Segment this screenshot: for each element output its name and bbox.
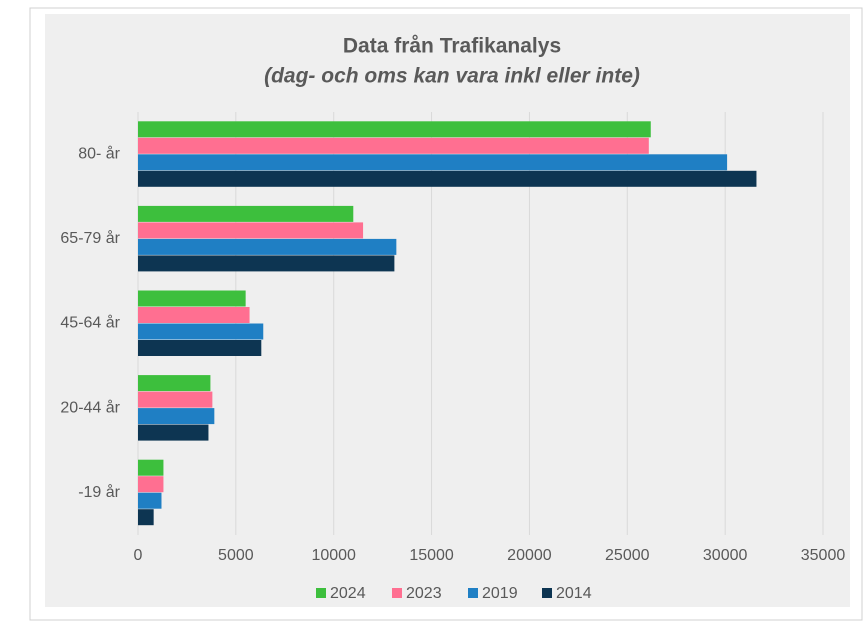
legend-swatch [468, 588, 478, 598]
x-tick-label: 35000 [801, 547, 846, 564]
legend-label: 2014 [556, 585, 592, 602]
bar [138, 375, 211, 392]
bar [138, 170, 757, 187]
bar [138, 509, 154, 526]
x-tick-label: 30000 [703, 547, 748, 564]
bar [138, 137, 649, 154]
bar [138, 154, 728, 171]
bar [138, 205, 354, 222]
y-tick-label: 80- år [78, 145, 120, 163]
legend-swatch [316, 588, 326, 598]
bar [138, 222, 364, 239]
x-tick-label: 20000 [507, 547, 552, 564]
legend-swatch [542, 588, 552, 598]
legend-label: 2023 [406, 585, 442, 602]
y-tick-label: 65-79 år [60, 229, 120, 247]
y-tick-label: 20-44 år [60, 398, 120, 416]
legend-label: 2019 [482, 585, 518, 602]
chart-subtitle: (dag- och oms kan vara inkl eller inte) [264, 65, 640, 88]
bar [138, 238, 397, 255]
y-tick-label: -19 år [78, 483, 120, 501]
x-tick-label: 15000 [409, 547, 454, 564]
legend-swatch [392, 588, 402, 598]
x-tick-label: 25000 [605, 547, 650, 564]
bar [138, 307, 250, 323]
legend-label: 2024 [330, 585, 366, 602]
bar [138, 121, 651, 138]
bar [138, 391, 213, 408]
chart-title: Data från Trafikanalys [343, 35, 561, 58]
y-tick-label: 45-64 år [60, 314, 120, 332]
bar [138, 459, 164, 476]
x-tick-label: 10000 [311, 547, 356, 564]
bar [138, 340, 262, 356]
bar [138, 492, 162, 509]
bar [138, 424, 209, 441]
bar [138, 408, 215, 425]
bar [138, 476, 164, 493]
bar [138, 255, 395, 272]
bar [138, 323, 264, 340]
bar [138, 290, 246, 307]
x-tick-label: 0 [134, 547, 143, 564]
x-tick-label: 5000 [218, 547, 254, 564]
